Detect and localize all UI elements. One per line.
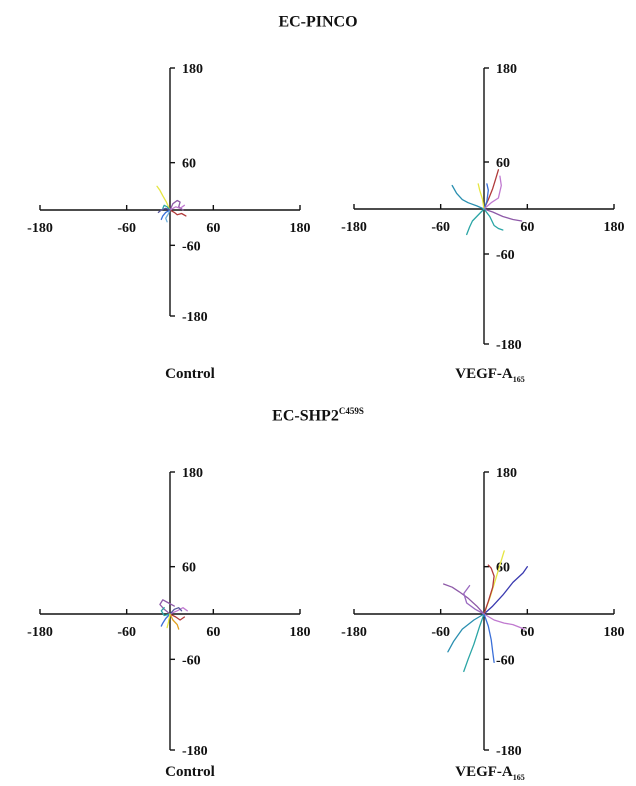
y-tick-label: -60: [182, 239, 201, 254]
x-tick-label: 180: [290, 221, 311, 236]
y-tick-label: 60: [496, 156, 510, 171]
y-tick-label: -180: [182, 310, 208, 325]
track-line: [160, 613, 171, 627]
x-tick-label: -180: [27, 625, 53, 640]
track-line: [442, 583, 485, 615]
x-tick-label: 60: [206, 625, 220, 640]
y-tick-label: 180: [182, 62, 203, 77]
y-tick-label: 180: [182, 466, 203, 481]
track-line: [451, 184, 485, 210]
track-line: [483, 613, 495, 664]
track-line: [160, 209, 171, 221]
track-line: [169, 199, 184, 211]
track-line: [483, 208, 523, 222]
caption-shp2-vegf: VEGF-A165: [455, 764, 525, 782]
track-line: [156, 185, 171, 211]
x-tick-label: 180: [604, 625, 625, 640]
track-line: [169, 607, 183, 615]
x-tick-label: 60: [520, 220, 534, 235]
track-line: [160, 607, 171, 617]
x-tick-label: 60: [206, 221, 220, 236]
caption-pinco-vegf: VEGF-A165: [455, 366, 525, 384]
x-tick-label: -60: [431, 220, 450, 235]
track-line: [169, 204, 186, 211]
track-line: [483, 564, 495, 615]
chart-pinco-control: -180 -60 60 180 180 60 -60 -180: [27, 62, 311, 325]
chart-pinco-vegf: -180 -60 60 180 180 60 -60 -180: [341, 62, 625, 353]
track-line: [165, 209, 171, 223]
track-line: [483, 208, 504, 231]
track-line: [169, 209, 187, 217]
track-line: [157, 207, 171, 214]
x-tick-label: -60: [431, 625, 450, 640]
y-tick-label: -60: [182, 653, 201, 668]
x-tick-label: -180: [341, 220, 367, 235]
track-line: [166, 613, 171, 629]
x-tick-label: 60: [520, 625, 534, 640]
y-tick-label: -180: [496, 338, 522, 353]
track-line: [169, 613, 180, 630]
y-tick-label: 60: [496, 561, 510, 576]
track-line: [483, 175, 502, 210]
x-tick-label: 180: [290, 625, 311, 640]
x-tick-label: -180: [27, 221, 53, 236]
chart-shp2-control: -180 -60 60 180 180 60 -60 -180: [27, 466, 311, 759]
x-tick-label: 180: [604, 220, 625, 235]
section-title-pinco: EC-PINCO: [278, 13, 358, 31]
track-line: [477, 183, 485, 210]
track-line: [162, 204, 171, 211]
track-line: [466, 208, 485, 236]
track-line: [447, 613, 485, 653]
track-line: [483, 613, 526, 630]
y-tick-label: -180: [496, 744, 522, 759]
y-tick-label: -60: [496, 653, 515, 668]
y-tick-label: -180: [182, 744, 208, 759]
x-tick-label: -60: [117, 221, 136, 236]
section-title-shp2: EC-SHP2C459S: [272, 406, 364, 425]
track-line: [463, 613, 485, 673]
y-tick-label: 180: [496, 62, 517, 77]
y-tick-label: -60: [496, 248, 515, 263]
x-tick-label: -60: [117, 625, 136, 640]
chart-shp2-vegf: -180 -60 60 180 180 60 -60 -180: [341, 466, 625, 759]
y-tick-label: 60: [182, 561, 196, 576]
track-line: [483, 566, 528, 615]
track-line: [159, 599, 175, 615]
caption-shp2-control: Control: [165, 764, 215, 780]
y-tick-label: 180: [496, 466, 517, 481]
track-line: [483, 183, 489, 210]
y-tick-label: 60: [182, 157, 196, 172]
track-line: [169, 613, 186, 621]
caption-pinco-control: Control: [165, 366, 215, 382]
x-tick-label: -180: [341, 625, 367, 640]
track-line: [463, 584, 485, 615]
